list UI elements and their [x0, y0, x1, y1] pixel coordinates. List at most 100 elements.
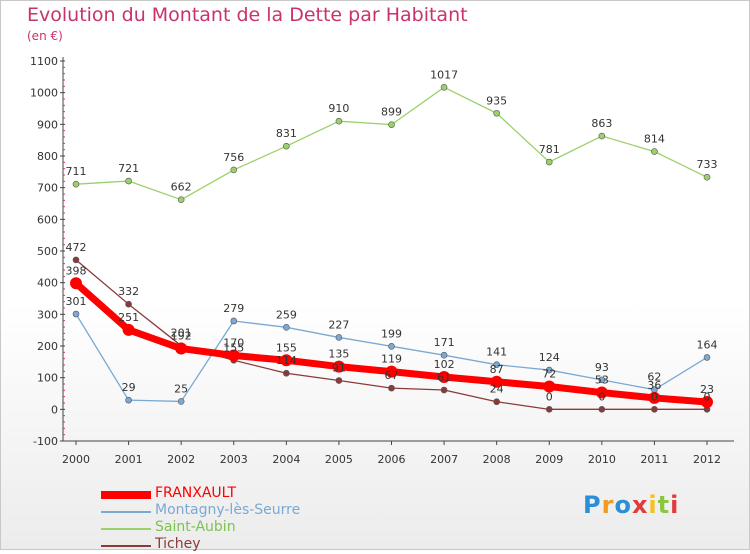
- y-tick-label: 800: [37, 150, 58, 163]
- data-label: 171: [434, 336, 455, 349]
- data-label: 733: [697, 158, 718, 171]
- x-tick-label: 2004: [272, 453, 300, 466]
- legend-label: Montagny-lès-Seurre: [155, 502, 301, 518]
- data-label: 398: [66, 264, 87, 277]
- logo-letter: o: [614, 491, 632, 519]
- data-label: 899: [381, 106, 402, 119]
- data-label: 155: [223, 341, 244, 354]
- data-point: [72, 180, 80, 188]
- data-point: [388, 343, 395, 350]
- data-label: 910: [328, 102, 349, 115]
- legend-swatch: [101, 491, 151, 499]
- logo-letter: P: [583, 491, 602, 519]
- data-label: 170: [223, 337, 244, 350]
- data-label: 23: [700, 383, 714, 396]
- data-point: [125, 177, 132, 185]
- data-label: 192: [171, 330, 192, 343]
- data-point: [595, 386, 608, 399]
- y-tick-label: 600: [37, 213, 58, 226]
- data-point: [440, 386, 448, 394]
- data-point: [438, 371, 451, 384]
- data-label: 25: [174, 382, 188, 395]
- data-label: 935: [486, 94, 507, 107]
- x-tick-label: 2002: [167, 453, 195, 466]
- data-label: 114: [276, 354, 297, 367]
- data-label: 814: [644, 133, 665, 146]
- y-tick-label: -100: [33, 435, 58, 448]
- data-point: [648, 391, 661, 404]
- data-label: 102: [434, 358, 455, 371]
- data-point: [175, 342, 188, 355]
- data-label: 0: [704, 390, 711, 403]
- data-point: [388, 121, 395, 128]
- data-point: [545, 406, 553, 413]
- y-tick-label: 1000: [30, 87, 58, 100]
- data-label: 781: [539, 143, 560, 156]
- data-label: 756: [223, 151, 244, 164]
- data-label: 831: [276, 127, 297, 140]
- data-point: [125, 300, 132, 308]
- data-point: [70, 277, 82, 290]
- data-point: [703, 354, 711, 361]
- data-label: 93: [595, 361, 609, 374]
- y-tick-label: 0: [51, 403, 58, 416]
- data-label: 135: [328, 348, 349, 361]
- logo-letter: x: [631, 491, 649, 519]
- y-tick-label: 200: [37, 340, 58, 353]
- data-label: 61: [437, 371, 451, 384]
- x-tick-label: 2009: [535, 453, 563, 466]
- x-tick-label: 2001: [115, 453, 143, 466]
- y-tick-label: 100: [37, 372, 58, 385]
- data-label: 72: [542, 368, 556, 381]
- chart-subtitle: (en €): [27, 29, 63, 43]
- x-tick-label: 2008: [483, 453, 511, 466]
- legend-swatch: [101, 511, 151, 513]
- data-point: [598, 406, 606, 413]
- data-point: [701, 396, 713, 409]
- data-point: [490, 375, 503, 388]
- x-tick-label: 2005: [325, 453, 353, 466]
- x-tick-label: 2003: [220, 453, 248, 466]
- logo-letter: r: [601, 491, 615, 519]
- legend-label: FRANXAULT: [155, 485, 237, 501]
- data-point: [545, 158, 553, 166]
- data-point: [72, 256, 80, 264]
- data-label: 301: [66, 295, 87, 308]
- data-label: 259: [276, 308, 297, 321]
- data-point: [283, 142, 290, 150]
- data-point: [493, 398, 500, 406]
- x-tick-label: 2012: [693, 453, 721, 466]
- data-point: [227, 349, 240, 362]
- y-tick-label: 1100: [30, 55, 58, 68]
- data-point: [125, 396, 132, 404]
- data-point: [230, 317, 238, 325]
- data-point: [440, 351, 448, 359]
- data-label: 332: [118, 285, 139, 298]
- data-label: 36: [647, 379, 661, 392]
- y-tick-label: 300: [37, 308, 58, 321]
- x-tick-label: 2011: [640, 453, 668, 466]
- legend-swatch: [101, 528, 151, 530]
- x-tick-label: 2000: [62, 453, 90, 466]
- data-label: 141: [486, 346, 507, 359]
- data-point: [703, 173, 711, 181]
- data-label: 863: [591, 117, 612, 130]
- chart-title: Evolution du Montant de la Dette par Hab…: [27, 4, 468, 26]
- data-label: 164: [697, 338, 718, 351]
- data-label: 119: [381, 353, 402, 366]
- data-label: 87: [490, 363, 504, 376]
- data-label: 67: [385, 369, 399, 382]
- data-point: [493, 109, 500, 117]
- data-point: [280, 354, 293, 367]
- data-point: [385, 365, 398, 378]
- data-label: 0: [651, 390, 658, 403]
- data-point: [598, 376, 606, 384]
- data-point: [598, 132, 606, 140]
- data-point: [230, 166, 238, 174]
- data-point: [72, 310, 80, 318]
- data-point: [543, 380, 556, 393]
- data-label: 472: [66, 241, 87, 254]
- data-label: 29: [122, 381, 136, 394]
- data-point: [122, 323, 135, 336]
- data-label: 53: [595, 374, 609, 387]
